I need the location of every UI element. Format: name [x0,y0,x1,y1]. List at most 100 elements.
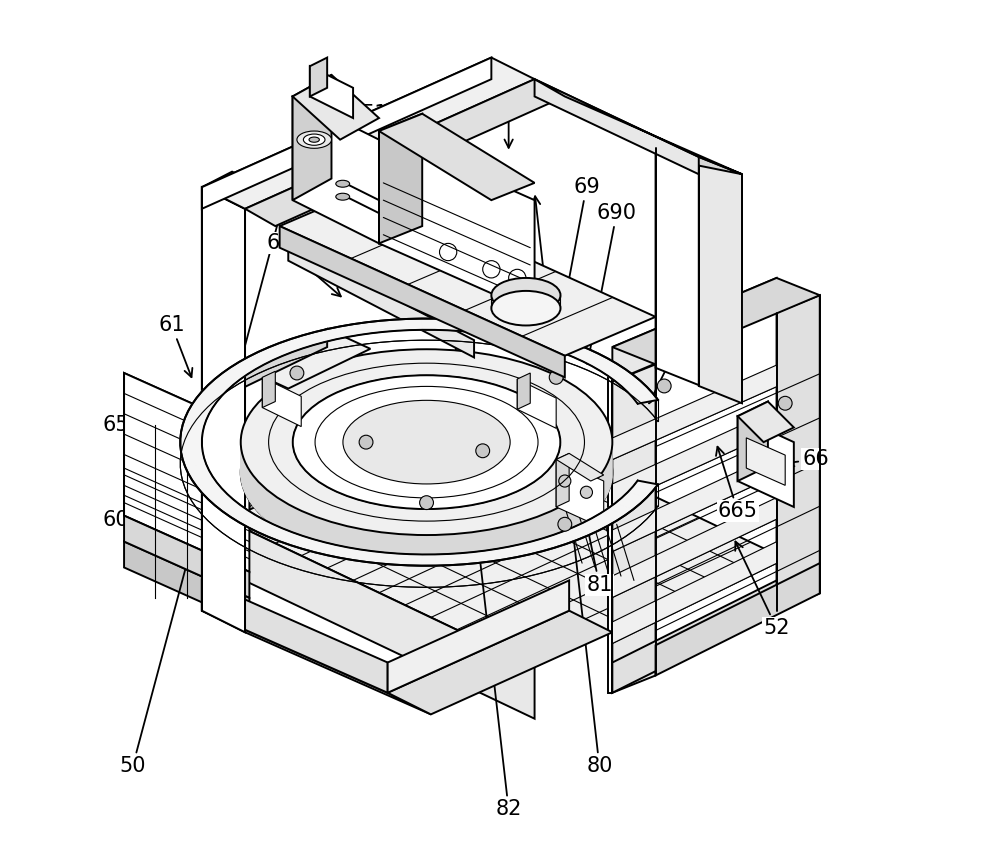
Polygon shape [610,452,611,487]
Ellipse shape [491,291,560,325]
Polygon shape [202,57,491,209]
Ellipse shape [491,278,560,312]
Text: 65: 65 [102,414,151,456]
Polygon shape [628,387,653,398]
Polygon shape [180,432,203,439]
Polygon shape [461,532,471,564]
Polygon shape [269,343,292,356]
Text: 66: 66 [786,449,829,469]
Ellipse shape [241,349,612,535]
Polygon shape [576,493,581,528]
Polygon shape [408,554,422,565]
Polygon shape [202,488,227,499]
Polygon shape [656,148,742,174]
Polygon shape [591,480,596,515]
Polygon shape [291,536,314,549]
Polygon shape [124,542,249,623]
Polygon shape [272,493,277,528]
Polygon shape [656,148,699,385]
Polygon shape [242,452,243,487]
Circle shape [657,379,671,393]
Polygon shape [699,157,742,403]
Polygon shape [583,518,608,531]
Ellipse shape [293,375,560,509]
Polygon shape [596,476,600,511]
Polygon shape [202,187,245,632]
Ellipse shape [297,131,331,148]
Polygon shape [535,79,699,174]
Circle shape [558,518,572,531]
Polygon shape [327,326,348,339]
Polygon shape [248,519,273,532]
Polygon shape [239,515,264,527]
Polygon shape [291,336,314,349]
Text: 52: 52 [735,542,790,638]
Polygon shape [202,610,431,714]
Text: 665: 665 [716,447,758,521]
Polygon shape [525,518,533,551]
Polygon shape [612,364,656,693]
Polygon shape [172,381,414,546]
Polygon shape [320,518,328,551]
Polygon shape [633,394,658,404]
Polygon shape [533,515,541,549]
Circle shape [359,435,373,449]
Polygon shape [543,535,566,548]
Polygon shape [556,453,604,481]
Polygon shape [556,453,569,507]
Polygon shape [312,515,320,549]
Polygon shape [549,509,556,542]
Polygon shape [215,373,240,385]
Polygon shape [243,457,245,492]
Polygon shape [328,521,337,554]
Polygon shape [460,552,477,564]
Polygon shape [517,379,556,428]
Ellipse shape [309,137,319,142]
Circle shape [559,475,571,487]
Polygon shape [600,508,625,520]
Circle shape [549,370,563,384]
Polygon shape [245,79,565,226]
Polygon shape [448,553,463,565]
Polygon shape [612,542,777,643]
Polygon shape [288,244,474,357]
Polygon shape [581,489,587,524]
Circle shape [290,366,304,380]
Polygon shape [535,79,742,174]
Ellipse shape [303,134,325,146]
Polygon shape [497,547,517,559]
Polygon shape [471,531,480,563]
Polygon shape [554,340,577,353]
Polygon shape [412,535,422,565]
Polygon shape [247,466,250,502]
Polygon shape [202,580,388,693]
Polygon shape [556,460,604,529]
Polygon shape [777,296,820,610]
Polygon shape [382,532,392,564]
Polygon shape [612,453,777,551]
Polygon shape [612,498,777,597]
Polygon shape [570,498,576,531]
Text: 69: 69 [555,177,600,342]
Polygon shape [222,368,247,380]
Polygon shape [608,373,612,693]
Polygon shape [293,75,331,200]
Polygon shape [340,324,360,337]
Polygon shape [556,505,563,539]
Polygon shape [172,494,535,719]
Polygon shape [245,329,327,387]
Polygon shape [473,321,490,334]
Polygon shape [422,554,436,565]
Ellipse shape [241,380,612,565]
Ellipse shape [336,193,350,200]
Polygon shape [192,398,217,407]
Polygon shape [380,320,397,332]
Polygon shape [592,358,617,371]
Polygon shape [245,462,247,497]
Polygon shape [509,327,530,340]
Polygon shape [279,339,303,352]
Polygon shape [379,131,535,312]
Polygon shape [392,533,402,564]
Polygon shape [608,457,610,492]
Polygon shape [431,535,441,565]
